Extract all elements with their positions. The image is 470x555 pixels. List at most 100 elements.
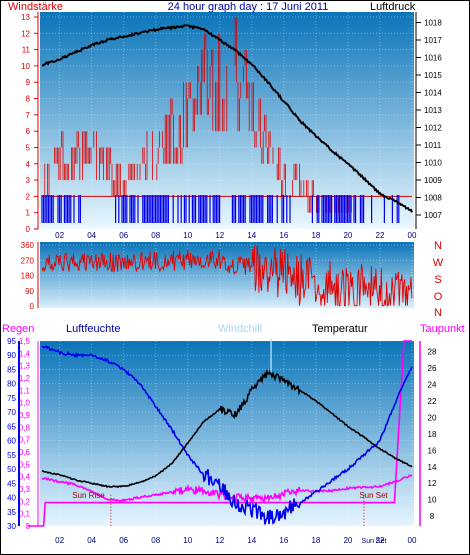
pressure-tick-label: 1010 — [424, 159, 442, 168]
rain-tick-label: 1,4 — [19, 349, 31, 358]
time-tick-label: 06 — [119, 536, 128, 545]
rain-tick-label: 1,3 — [19, 362, 31, 371]
humidity-tick-label: 85 — [7, 365, 16, 374]
rain-tick-label: 0,2 — [19, 497, 31, 506]
rain-tick-label: 1,0 — [19, 399, 31, 408]
sunrise-annotation: Sun Rise — [72, 491, 105, 500]
humidity-tick-label: 70 — [7, 408, 16, 417]
wind-speed-tick-label: 4 — [26, 160, 31, 169]
wind-speed-tick-label: 11 — [22, 46, 31, 55]
humidity-tick-label: 95 — [7, 337, 16, 346]
temperature-series — [41, 368, 413, 489]
wind-speed-tick-label: 5 — [26, 143, 31, 152]
rain-tick-label: 1,2 — [19, 374, 31, 383]
humidity-tick-label: 65 — [7, 422, 16, 431]
wind-speed-tick-label: 12 — [21, 29, 30, 38]
temperature-label: Temperatur — [312, 323, 368, 335]
pressure-tick-label: 1014 — [424, 89, 442, 98]
wind-speed-tick-label: 6 — [26, 127, 31, 136]
time-tick-label: 04 — [87, 536, 96, 545]
temperature-tick-label: 12 — [428, 479, 437, 488]
pressure-tick-label: 1012 — [424, 124, 442, 133]
pressure-tick-label: 1007 — [424, 211, 442, 220]
time-tick-label: 20 — [343, 536, 352, 545]
time-tick-label: 08 — [151, 231, 160, 240]
time-tick-label: 16 — [279, 231, 288, 240]
time-tick-label: 04 — [87, 231, 96, 240]
time-tick-label: 02 — [55, 536, 64, 545]
time-tick-label: 00 — [408, 536, 417, 545]
compass-label: S — [434, 274, 441, 286]
compass-label: N — [434, 307, 442, 319]
humidity-tick-label: 40 — [7, 494, 16, 503]
pressure-tick-label: 1011 — [424, 141, 442, 150]
time-tick-label: 00 — [408, 231, 417, 240]
pressure-tick-label: 1008 — [424, 194, 442, 203]
temperature-tick-label: 22 — [428, 397, 437, 406]
dewpoint-axis-title: Taupunkt — [420, 323, 465, 335]
time-tick-label: 18 — [311, 536, 320, 545]
rain-axis-title: Regen — [2, 323, 34, 335]
rain-series — [27, 340, 412, 527]
time-tick-label: 10 — [183, 231, 192, 240]
time-tick-label: 12 — [215, 536, 224, 545]
windchill-label: Windchill — [218, 323, 262, 335]
time-tick-label: 08 — [151, 536, 160, 545]
wind-direction-series — [41, 245, 413, 307]
direction-tick-label: 270 — [21, 256, 35, 265]
humidity-series — [41, 345, 413, 525]
temperature-tick-label: 10 — [428, 496, 437, 505]
wind-speed-tick-label: 8 — [26, 95, 31, 104]
rain-tick-label: 0,5 — [19, 460, 31, 469]
time-tick-label: 20 — [343, 231, 352, 240]
temperature-tick-label: 14 — [428, 463, 437, 472]
temperature-tick-label: 28 — [428, 348, 437, 357]
time-tick-label: 12 — [215, 231, 224, 240]
rain-tick-label: 0,1 — [19, 510, 31, 519]
wind-direction-plot-area — [40, 242, 414, 308]
temperature-tick-label: 16 — [428, 446, 437, 455]
time-tick-label: 10 — [183, 536, 192, 545]
wind-direction-strip — [41, 195, 400, 223]
pressure-tick-label: 1018 — [424, 19, 442, 28]
dewpoint-series — [41, 474, 413, 505]
wind-speed-axis-title: Windstärke — [8, 1, 63, 13]
wind-speed-tick-label: 13 — [21, 13, 30, 22]
humidity-axis-title: Luftfeuchte — [66, 323, 120, 335]
time-tick-label: 14 — [247, 536, 256, 545]
pressure-tick-label: 1009 — [424, 176, 442, 185]
direction-tick-label: 90 — [25, 287, 34, 296]
compass-label: W — [433, 257, 444, 269]
humidity-tick-label: 60 — [7, 437, 16, 446]
rain-tick-label: 0,6 — [19, 448, 31, 457]
humidity-tick-label: 45 — [7, 479, 16, 488]
humidity-tick-label: 80 — [7, 380, 16, 389]
rain-tick-label: 0,9 — [19, 411, 31, 420]
rain-tick-label: 0,8 — [19, 423, 31, 432]
temperature-tick-label: 26 — [428, 364, 437, 373]
time-tick-label: 14 — [247, 231, 256, 240]
time-tick-label: 18 — [311, 231, 320, 240]
wind-speed-tick-label: 2 — [26, 192, 31, 201]
wind-speed-tick-label: 10 — [21, 62, 30, 71]
humidity-tick-label: 35 — [7, 508, 16, 517]
pressure-tick-label: 1015 — [424, 71, 442, 80]
time-tick-label: 06 — [119, 231, 128, 240]
sunset-axis-label: Sun Set — [362, 538, 387, 545]
rain-tick-label: 0,7 — [19, 436, 31, 445]
compass-label: O — [434, 291, 443, 303]
wind-speed-tick-label: 9 — [26, 78, 31, 87]
time-tick-label: 02 — [55, 231, 64, 240]
pressure-series — [41, 24, 413, 213]
sunset-annotation: Sun Set — [359, 491, 388, 500]
pressure-tick-label: 1017 — [424, 36, 442, 45]
compass-label: N — [434, 240, 442, 252]
rain-tick-label: 0,3 — [19, 485, 31, 494]
wind-speed-tick-label: 7 — [26, 111, 31, 120]
humidity-tick-label: 90 — [7, 351, 16, 360]
humidity-tick-label: 30 — [7, 522, 16, 531]
time-tick-label: 16 — [279, 536, 288, 545]
pressure-axis-title: Luftdruck — [370, 1, 416, 13]
rain-tick-label: 0,4 — [19, 473, 31, 482]
